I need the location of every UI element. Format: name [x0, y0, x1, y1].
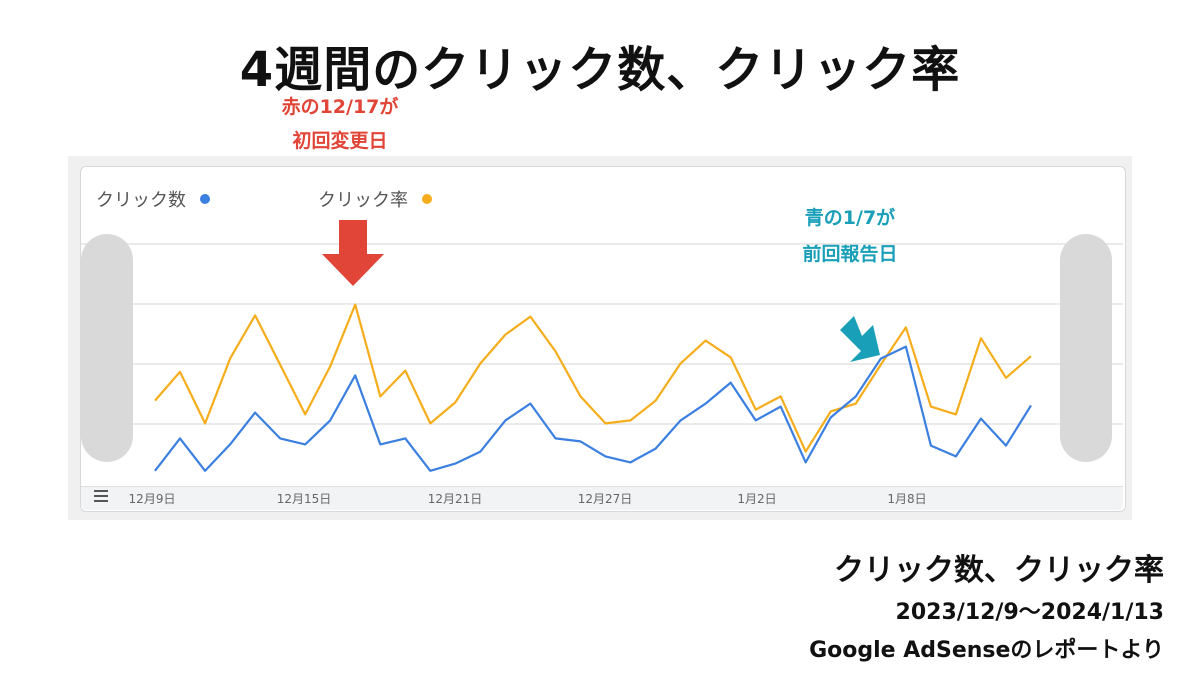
chart-footer-bar: [81, 486, 1123, 510]
legend-clicks-dot-icon: [200, 194, 210, 204]
arrow-down-icon: [322, 220, 384, 286]
caption-date-range: 2023/12/9〜2024/1/13: [895, 600, 1164, 625]
caption-title: クリック数、クリック率: [834, 553, 1164, 588]
last-report-note-line2: 前回報告日: [802, 243, 898, 265]
series-line-clicks: [154, 345, 1032, 472]
menu-lines-icon[interactable]: [94, 490, 108, 505]
x-tick-label: 1月2日: [737, 492, 777, 506]
last-report-note-line1: 青の1/7が: [804, 207, 896, 229]
x-tick-label: 1月8日: [887, 492, 927, 506]
caption-source: Google AdSenseのレポートより: [809, 638, 1164, 663]
legend-clicks[interactable]: クリック数: [96, 186, 210, 212]
x-tick-label: 12月9日: [128, 492, 176, 506]
x-tick-label: 12月21日: [427, 492, 483, 506]
legend-ctr-dot-icon: [422, 194, 432, 204]
x-tick-label: 12月15日: [276, 492, 332, 506]
first-change-note-line2: 初回変更日: [292, 130, 388, 152]
page-title: 4週間のクリック数、クリック率: [239, 42, 961, 98]
x-tick-label: 12月27日: [577, 492, 633, 506]
legend-ctr[interactable]: クリック率: [318, 186, 432, 212]
arrow-down-right-icon: [840, 316, 880, 362]
first-change-note-line1: 赤の12/17が: [281, 96, 399, 118]
last-report-note: 青の1/7が 前回報告日: [740, 200, 960, 272]
range-handle-left[interactable]: [81, 234, 133, 462]
range-handle-right[interactable]: [1060, 234, 1112, 462]
legend-clicks-label: クリック数: [96, 190, 186, 211]
first-change-note: 赤の12/17が 初回変更日: [240, 90, 440, 158]
legend-ctr-label: クリック率: [318, 190, 408, 211]
series-line-ctr: [154, 303, 1032, 453]
